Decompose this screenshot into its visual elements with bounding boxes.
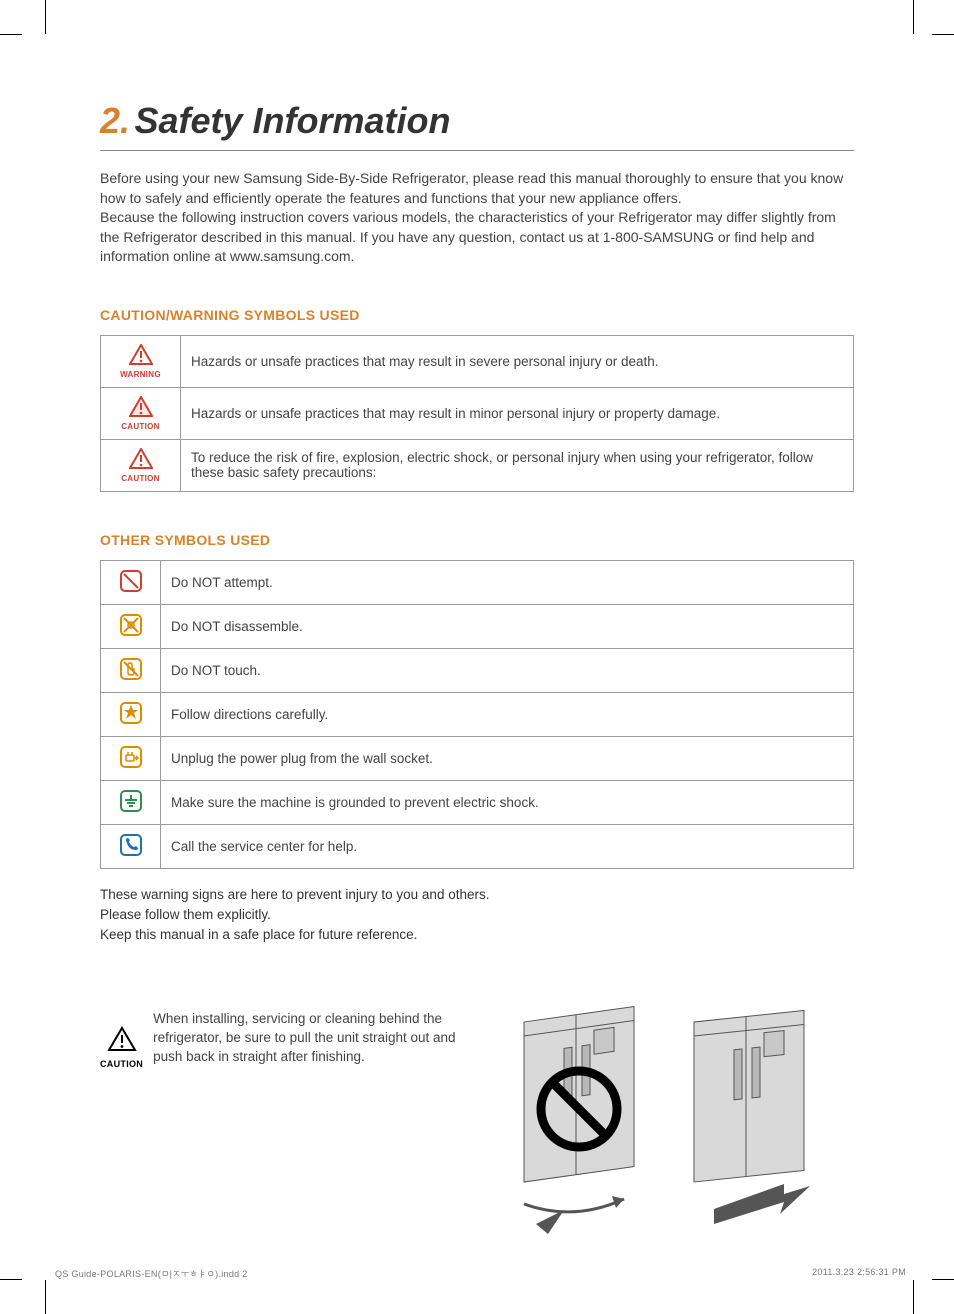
crop-mark	[913, 1280, 914, 1314]
page-title-row: 2. Safety Information	[100, 100, 854, 151]
symbol-description: To reduce the risk of fire, explosion, e…	[181, 439, 854, 491]
symbol-cell	[101, 560, 161, 604]
section-number: 2.	[100, 100, 130, 141]
table-row: Do NOT attempt.	[101, 560, 854, 604]
section-heading: OTHER SYMBOLS USED	[100, 532, 854, 548]
table-row: Do NOT disassemble.	[101, 604, 854, 648]
symbol-label: CAUTION	[111, 422, 170, 431]
table-row: Unplug the power plug from the wall sock…	[101, 736, 854, 780]
symbol-description: Unplug the power plug from the wall sock…	[161, 736, 854, 780]
note-line: These warning signs are here to prevent …	[100, 885, 854, 905]
symbol-description: Do NOT touch.	[161, 648, 854, 692]
no-touch-icon	[119, 657, 143, 681]
symbol-cell	[101, 736, 161, 780]
footer-right: 2011.3.23 2:56:31 PM	[812, 1267, 906, 1280]
table-row: WARNING Hazards or unsafe practices that …	[101, 335, 854, 387]
symbol-description: Hazards or unsafe practices that may res…	[181, 387, 854, 439]
symbol-cell	[101, 692, 161, 736]
crop-mark	[0, 1279, 22, 1280]
table-row: Follow directions carefully.	[101, 692, 854, 736]
caution-label: CAUTION	[100, 1059, 143, 1069]
bottom-caution-block: CAUTION When installing, servicing or cl…	[100, 1006, 854, 1246]
footer-left: QS Guide-POLARIS-EN(ㅁ|ㅈㅜㅎㅑㅇ).indd 2	[55, 1267, 248, 1280]
warning-symbols-table: WARNING Hazards or unsafe practices that …	[100, 335, 854, 492]
symbol-description: Call the service center for help.	[161, 824, 854, 868]
crop-mark	[932, 34, 954, 35]
ground-icon	[119, 789, 143, 813]
crop-mark	[45, 1280, 46, 1314]
unplug-icon	[119, 745, 143, 769]
symbol-description: Do NOT disassemble.	[161, 604, 854, 648]
crop-mark	[913, 0, 914, 34]
page-content: 2. Safety Information Before using your …	[0, 0, 954, 1306]
crop-mark	[0, 34, 22, 35]
caution-icon-column: CAUTION	[100, 1006, 143, 1069]
table-row: CAUTION Hazards or unsafe practices that …	[101, 387, 854, 439]
symbol-description: Follow directions carefully.	[161, 692, 854, 736]
page-title: Safety Information	[134, 100, 450, 141]
symbol-cell	[101, 648, 161, 692]
warning-triangle-icon	[107, 1026, 137, 1052]
table-row: Do NOT touch.	[101, 648, 854, 692]
warning-triangle-icon	[129, 448, 153, 472]
symbol-label: CAUTION	[111, 474, 170, 483]
table-row: CAUTION To reduce the risk of fire, explo…	[101, 439, 854, 491]
symbol-cell	[101, 780, 161, 824]
warning-notes: These warning signs are here to prevent …	[100, 885, 854, 946]
fridge-illustration	[494, 1006, 854, 1246]
note-line: Keep this manual in a safe place for fut…	[100, 925, 854, 945]
symbol-cell: CAUTION	[101, 387, 181, 439]
intro-paragraph: Before using your new Samsung Side-By-Si…	[100, 169, 854, 267]
symbol-description: Hazards or unsafe practices that may res…	[181, 335, 854, 387]
symbol-cell: WARNING	[101, 335, 181, 387]
symbol-cell	[101, 824, 161, 868]
table-row: Make sure the machine is grounded to pre…	[101, 780, 854, 824]
other-symbols-table: Do NOT attempt.Do NOT disassemble.Do NOT…	[100, 560, 854, 869]
symbol-cell	[101, 604, 161, 648]
symbol-description: Do NOT attempt.	[161, 560, 854, 604]
table-row: Call the service center for help.	[101, 824, 854, 868]
caution-text: When installing, servicing or cleaning b…	[153, 1006, 476, 1067]
crop-mark	[45, 0, 46, 34]
page-footer: QS Guide-POLARIS-EN(ㅁ|ㅈㅜㅎㅑㅇ).indd 2 2011…	[55, 1267, 906, 1280]
symbol-cell: CAUTION	[101, 439, 181, 491]
caution-left: CAUTION When installing, servicing or cl…	[100, 1006, 476, 1246]
follow-directions-icon	[119, 701, 143, 725]
call-service-icon	[119, 833, 143, 857]
no-attempt-icon	[119, 569, 143, 593]
warning-triangle-icon	[129, 344, 153, 368]
note-line: Please follow them explicitly.	[100, 905, 854, 925]
symbol-description: Make sure the machine is grounded to pre…	[161, 780, 854, 824]
caution-triangle-icon	[129, 396, 153, 420]
symbol-label: WARNING	[111, 370, 170, 379]
crop-mark	[932, 1279, 954, 1280]
section-heading: CAUTION/WARNING SYMBOLS USED	[100, 307, 854, 323]
no-disassemble-icon	[119, 613, 143, 637]
